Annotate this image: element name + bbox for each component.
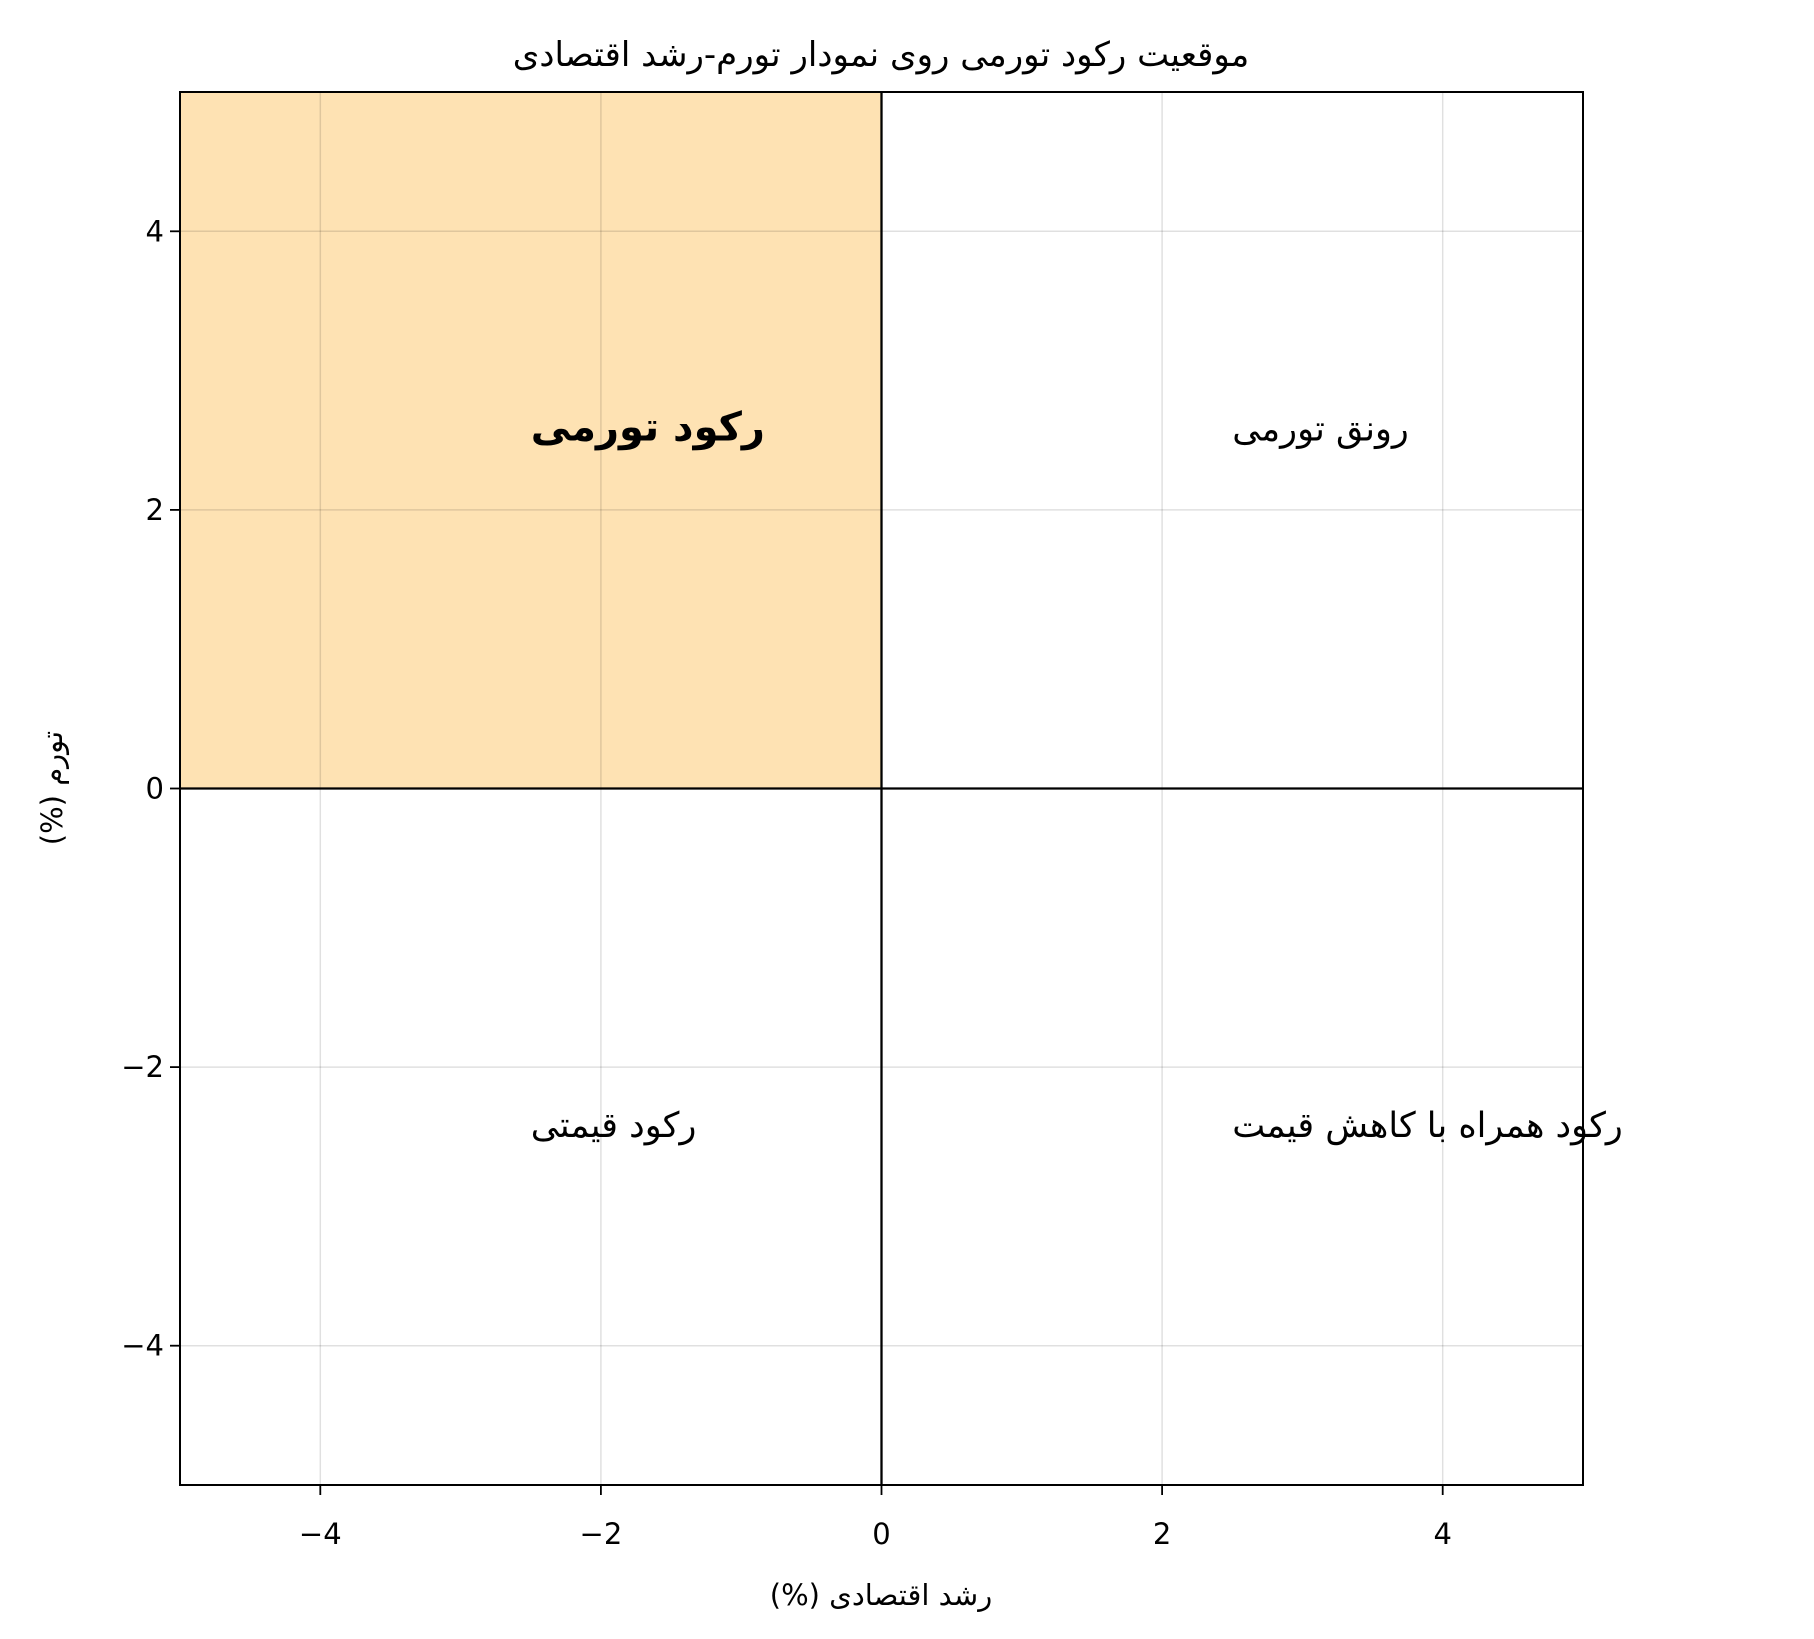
y-tick-label: −4 [121,1329,164,1363]
plot-frame [179,91,1584,1486]
quadrant-annotation: رکود همراه با کاهش قیمت [1232,1106,1623,1146]
x-tick-label: −2 [580,1517,623,1551]
x-axis-label: رشد اقتصادی (%) [770,1578,992,1612]
x-tick-label: 0 [872,1517,890,1551]
quadrant-annotation: رکود تورمی [531,404,765,450]
x-tick-label: 4 [1433,1517,1451,1551]
quadrant-annotation: رونق تورمی [1232,409,1409,449]
y-tick-label: 2 [146,493,164,527]
y-tick-label: 4 [146,214,164,248]
shaded-region [180,92,882,789]
x-tick-label: 2 [1153,1517,1171,1551]
quadrant-annotation: رکود قیمتی [531,1106,697,1146]
y-tick-label: 0 [146,772,164,806]
y-axis-label: تورم (%) [35,731,69,845]
chart-title: موقعیت رکود تورمی روی نمودار تورم-رشد اق… [513,35,1249,75]
y-tick-label: −2 [121,1050,164,1084]
x-tick-label: −4 [299,1517,342,1551]
